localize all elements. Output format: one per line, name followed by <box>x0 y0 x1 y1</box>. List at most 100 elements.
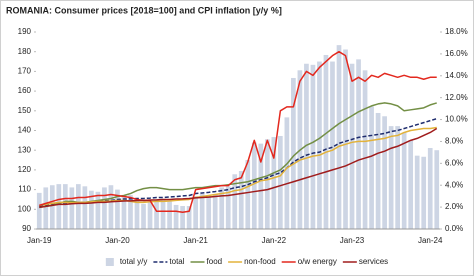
bar <box>349 63 355 229</box>
line <box>39 102 437 209</box>
y2-tick-label: 6.0% <box>445 158 463 167</box>
y2-tick-label: 8.0% <box>445 137 463 146</box>
bar <box>167 201 172 229</box>
bar <box>160 199 166 229</box>
bar <box>395 126 400 229</box>
bar <box>278 135 283 229</box>
bar <box>232 174 238 229</box>
y2-tick-label: 14.0% <box>445 71 468 80</box>
bar <box>362 70 368 229</box>
bar <box>421 156 427 229</box>
bar <box>212 193 218 229</box>
bar <box>382 116 387 229</box>
bar <box>330 61 335 229</box>
bar <box>434 150 440 229</box>
bar <box>121 195 127 229</box>
y2-tick-label: 12.0% <box>445 93 468 102</box>
bar <box>199 193 205 229</box>
bar <box>291 77 296 229</box>
y-tick-label: 190 <box>18 27 32 36</box>
y-tick-label: 120 <box>18 165 32 174</box>
bar <box>356 59 361 229</box>
bar <box>414 155 420 229</box>
bar <box>401 132 407 229</box>
bar <box>134 199 140 229</box>
y2-tick-label: 10.0% <box>445 115 468 124</box>
bar <box>186 206 192 229</box>
x-tick-label: Jan-20 <box>105 236 130 245</box>
y-tick-label: 160 <box>18 86 32 95</box>
y-tick-label: 150 <box>18 106 32 115</box>
bar <box>388 126 394 229</box>
y-tick-label: 90 <box>22 224 31 233</box>
y-tick-label: 140 <box>18 126 32 135</box>
bar <box>102 187 107 229</box>
bar <box>284 117 290 229</box>
line <box>39 50 437 213</box>
bar <box>427 148 433 229</box>
bar <box>49 185 55 229</box>
bar <box>238 170 244 229</box>
bar <box>154 200 159 229</box>
y-tick-label: 110 <box>18 185 31 194</box>
bar <box>323 54 329 229</box>
y2-tick-label: 16.0% <box>445 49 468 58</box>
line <box>39 127 438 209</box>
y-tick-label: 100 <box>18 204 32 213</box>
y2-tick-label: 0.0% <box>445 224 463 233</box>
bar <box>56 184 62 229</box>
bar <box>89 190 94 229</box>
x-tick-label: Jan-19 <box>27 236 52 245</box>
bar <box>375 112 381 229</box>
bar <box>225 186 231 229</box>
bar <box>141 203 146 229</box>
bar <box>69 187 75 229</box>
line <box>39 126 437 207</box>
bar <box>193 196 198 229</box>
x-tick-label: Jan-22 <box>262 236 287 245</box>
bar <box>180 206 185 229</box>
x-tick-label: Jan-21 <box>183 236 208 245</box>
bar <box>264 139 270 229</box>
bar <box>147 200 153 229</box>
bar <box>408 140 414 229</box>
legend-label: non-food <box>244 257 276 266</box>
bar <box>343 49 348 230</box>
bar <box>317 61 322 229</box>
legend-label: total <box>169 257 184 266</box>
bar <box>43 187 49 229</box>
y-tick-label: 130 <box>18 145 32 154</box>
legend-label: total y/y <box>120 257 148 266</box>
y2-tick-label: 18.0% <box>445 27 468 36</box>
y2-tick-label: 4.0% <box>445 180 463 189</box>
bar <box>62 184 68 229</box>
bar <box>206 195 212 229</box>
y-tick-label: 180 <box>18 47 32 56</box>
bar <box>95 191 101 229</box>
chart-title: ROMANIA: Consumer prices [2018=100] and … <box>6 5 282 15</box>
bar <box>108 185 114 229</box>
bar <box>76 184 81 229</box>
x-tick-label: Jan-23 <box>340 236 365 245</box>
bar <box>251 142 257 229</box>
bar <box>336 45 342 230</box>
legend-label: food <box>207 257 223 266</box>
bar <box>245 160 251 229</box>
bar <box>219 187 225 229</box>
bar <box>369 106 374 229</box>
legend-swatch <box>105 258 114 266</box>
bar <box>304 63 309 229</box>
bar <box>128 195 133 229</box>
legend: total y/y total food non-food o/w energy serv… <box>105 257 388 266</box>
x-tick-label: Jan-24 <box>418 236 443 245</box>
y-tick-label: 170 <box>18 67 32 76</box>
bar <box>310 64 316 229</box>
legend-label: services <box>359 257 388 266</box>
bar <box>173 204 179 229</box>
bar <box>258 143 264 229</box>
y2-tick-label: 2.0% <box>445 202 463 211</box>
bar <box>36 192 42 229</box>
